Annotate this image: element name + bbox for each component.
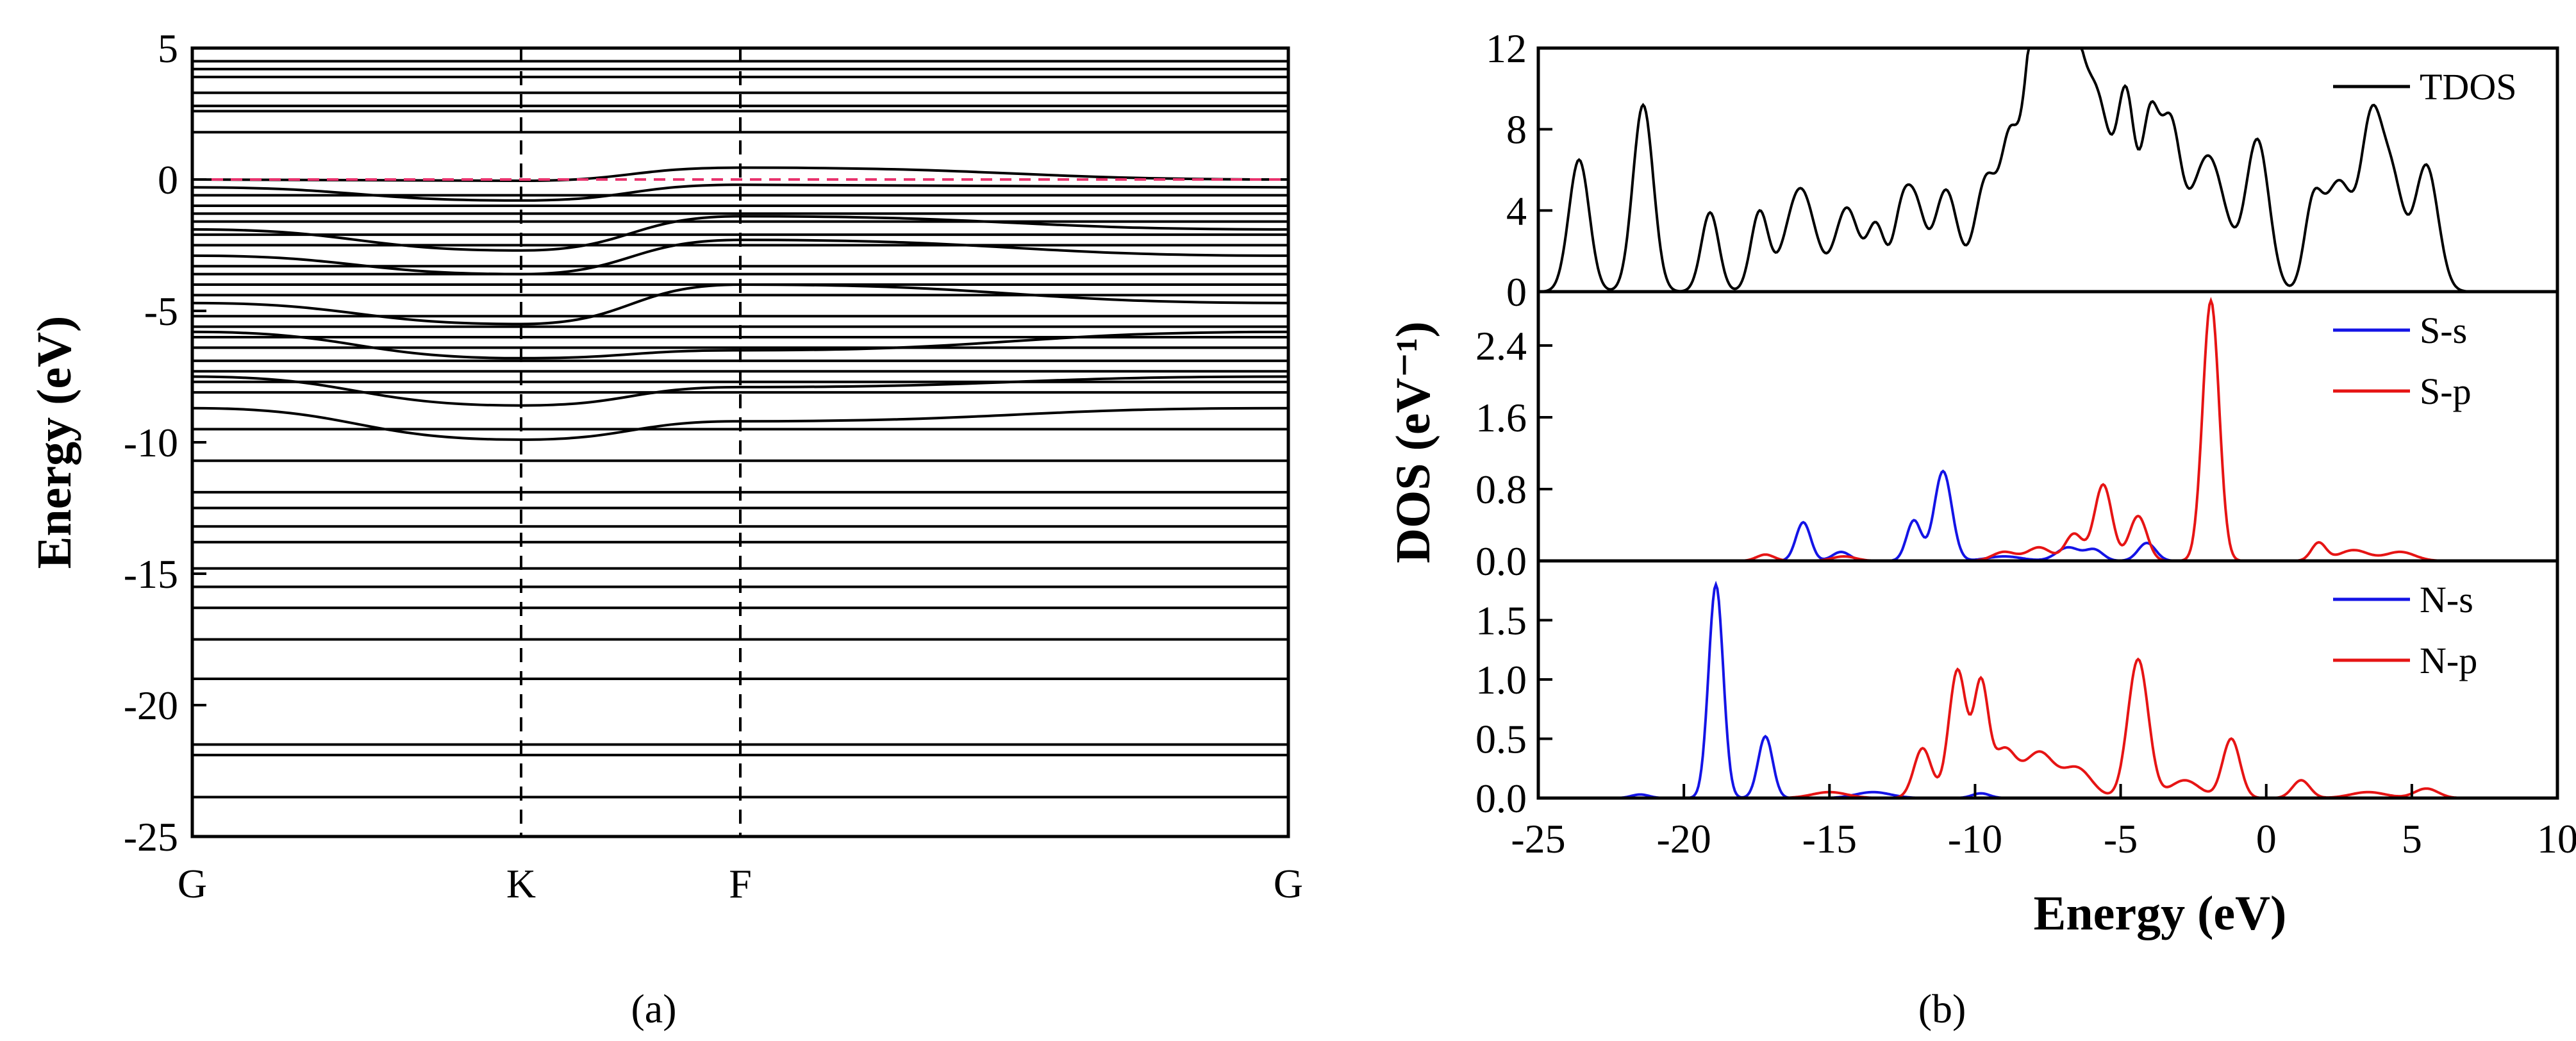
k-point-label: F (729, 861, 752, 906)
k-point-label: G (178, 861, 207, 906)
y-tick-label: 0.0 (1475, 538, 1527, 584)
x-tick-label: -5 (2104, 816, 2138, 862)
band-line (192, 406, 1289, 441)
y-tick-label: 0 (158, 157, 178, 203)
band-line (192, 375, 1289, 407)
y-tick-label: -15 (124, 551, 178, 597)
dos-series-line (1538, 47, 2557, 293)
x-axis-ticks: -25 -20 -15 -10 -5 0 5 10 (1511, 784, 2576, 862)
x-tick-label: -25 (1511, 816, 1565, 862)
y-axis-label-dos: DOS (eV⁻¹) (1386, 321, 1440, 563)
dos-series-line (1538, 657, 2557, 799)
y-tick-label: -25 (124, 814, 178, 860)
dos-subplot-frame (1536, 290, 2559, 563)
legend-label: N-p (2420, 640, 2477, 681)
y-tick-label: -10 (124, 420, 178, 465)
k-point-dividers (520, 48, 742, 837)
band-line (192, 215, 1289, 252)
band-line (192, 166, 1289, 183)
x-tick-label: -10 (1948, 816, 2002, 862)
band-line (192, 238, 1289, 276)
dos-series-line (1538, 580, 2557, 799)
dos-panel: 0 4 8 12 TDOS 0.0 0.8 1.6 2.4 S-s S-p 0.0 0.5 1.0 1.5 N… (1386, 26, 2576, 1031)
y-tick-label: 1.0 (1475, 657, 1527, 703)
band-line (192, 283, 1289, 326)
y-tick-label: 12 (1486, 26, 1527, 71)
panel-label-a: (a) (631, 986, 676, 1031)
x-tick-label: 5 (2402, 816, 2422, 862)
band-line (192, 183, 1289, 202)
dos-subplot: 0.0 0.5 1.0 1.5 N-s N-p (1475, 559, 2559, 821)
x-tick-label: -15 (1802, 816, 1857, 862)
dos-series-line (1538, 469, 2557, 562)
k-point-label: G (1274, 861, 1303, 906)
y-tick-label: -5 (144, 288, 178, 334)
y-tick-label: 0.0 (1475, 776, 1527, 821)
y-tick-label: 0.8 (1475, 467, 1527, 512)
y-axis-label: Energy (eV) (28, 316, 81, 569)
dos-series-line (1538, 297, 2557, 562)
band-line (192, 330, 1289, 360)
dos-subplot: 0 4 8 12 TDOS (1486, 26, 2559, 315)
dos-subplot-frame (1536, 559, 2559, 800)
y-tick-label: 5 (158, 26, 178, 71)
legend-label: S-p (2420, 371, 2472, 412)
dos-subplots: 0 4 8 12 TDOS 0.0 0.8 1.6 2.4 S-s S-p 0.0 0.5 1.0 1.5 N… (1475, 26, 2559, 821)
y-tick-label: 8 (1506, 107, 1527, 153)
y-tick-label: 0 (1506, 269, 1527, 315)
y-tick-label: 1.6 (1475, 395, 1527, 440)
y-tick-label: -20 (124, 683, 178, 728)
x-tick-label: -20 (1656, 816, 1711, 862)
legend-label: N-s (2420, 579, 2473, 620)
y-tick-label: 4 (1506, 188, 1527, 233)
y-tick-label: 2.4 (1475, 323, 1527, 369)
y-axis-ticks: 5 0 -5 -10 -15 -20 -25 (124, 26, 206, 860)
y-tick-label: 0.5 (1475, 717, 1527, 762)
legend-label: TDOS (2420, 66, 2516, 108)
dos-subplot-frame (1536, 46, 2559, 294)
x-tick-label: 10 (2537, 816, 2576, 862)
legend-label: S-s (2420, 310, 2467, 351)
dos-subplot: 0.0 0.8 1.6 2.4 S-s S-p (1475, 290, 2559, 584)
x-axis-label: Energy (eV) (2034, 887, 2287, 940)
band-structure-panel: 5 0 -5 -10 -15 -20 -25 G K F G Energy (eV) (a) (28, 26, 1303, 1031)
y-tick-label: 1.5 (1475, 598, 1527, 644)
x-tick-label: 0 (2256, 816, 2277, 862)
panel-label-b: (b) (1918, 986, 1966, 1031)
k-point-label: K (506, 861, 536, 906)
